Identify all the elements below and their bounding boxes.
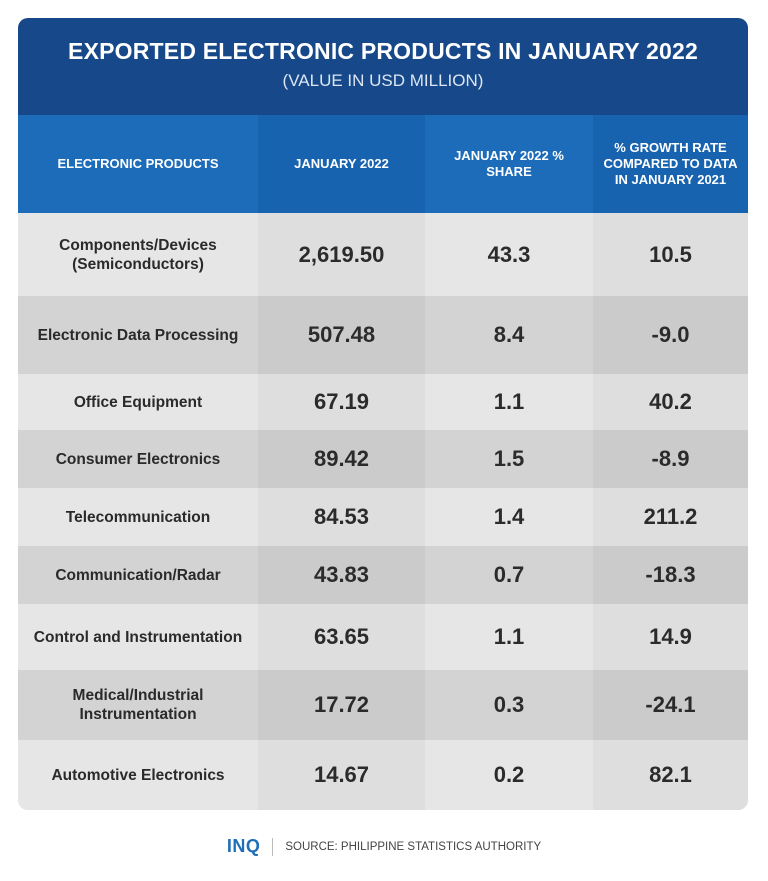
value-cell: 14.9 [593, 604, 748, 670]
title-band: EXPORTED ELECTRONIC PRODUCTS IN JANUARY … [18, 18, 748, 115]
footer: INQ SOURCE: PHILIPPINE STATISTICS AUTHOR… [0, 836, 768, 857]
table-row: Control and Instrumentation 63.65 1.1 14.9 [18, 604, 748, 670]
value-cell: 89.42 [258, 430, 425, 488]
inq-logo: INQ [226, 836, 261, 856]
table-row: Telecommunication 84.53 1.4 211.2 [18, 488, 748, 546]
value-cell: 0.2 [425, 740, 593, 810]
source-note: SOURCE: PHILIPPINE STATISTICS AUTHORITY [285, 840, 542, 853]
value-cell: 67.19 [258, 374, 425, 430]
value-cell: -18.3 [593, 546, 748, 604]
product-name-cell: Automotive Electronics [18, 740, 258, 810]
value-cell: 14.67 [258, 740, 425, 810]
chart-subtitle: (VALUE IN USD MILLION) [282, 71, 484, 90]
table-row: Electronic Data Processing 507.48 8.4 -9.0 [18, 296, 748, 374]
value-cell: 8.4 [425, 296, 593, 374]
value-cell: 1.5 [425, 430, 593, 488]
column-header: JANUARY 2022 [258, 115, 425, 213]
product-name-cell: Medical/Industrial Instrumentation [18, 670, 258, 740]
value-cell: -8.9 [593, 430, 748, 488]
product-name-cell: Consumer Electronics [18, 430, 258, 488]
product-name-cell: Electronic Data Processing [18, 296, 258, 374]
table-row: Components/Devices (Semiconductors) 2,619… [18, 213, 748, 296]
value-cell: -9.0 [593, 296, 748, 374]
product-name-cell: Office Equipment [18, 374, 258, 430]
value-cell: 0.3 [425, 670, 593, 740]
value-cell: 17.72 [258, 670, 425, 740]
table-row: Office Equipment 67.19 1.1 40.2 [18, 374, 748, 430]
value-cell: 2,619.50 [258, 213, 425, 296]
chart-title: EXPORTED ELECTRONIC PRODUCTS IN JANUARY … [68, 38, 698, 64]
table-row: Automotive Electronics 14.67 0.2 82.1 [18, 740, 748, 810]
value-cell: 40.2 [593, 374, 748, 430]
divider [272, 837, 274, 856]
column-header: % GROWTH RATE COMPARED TO DATA IN JANUAR… [593, 115, 748, 213]
value-cell: 0.7 [425, 546, 593, 604]
value-cell: 211.2 [593, 488, 748, 546]
table-row: Consumer Electronics 89.42 1.5 -8.9 [18, 430, 748, 488]
product-name-cell: Control and Instrumentation [18, 604, 258, 670]
header-row: ELECTRONIC PRODUCTS JANUARY 2022 JANUARY… [18, 115, 748, 213]
value-cell: -24.1 [593, 670, 748, 740]
value-cell: 1.1 [425, 604, 593, 670]
value-cell: 1.1 [425, 374, 593, 430]
column-header: ELECTRONIC PRODUCTS [18, 115, 258, 213]
product-name-cell: Components/Devices (Semiconductors) [18, 213, 258, 296]
product-name-cell: Telecommunication [18, 488, 258, 546]
table-row: Medical/Industrial Instrumentation 17.72 0… [18, 670, 748, 740]
value-cell: 43.83 [258, 546, 425, 604]
value-cell: 82.1 [593, 740, 748, 810]
product-name-cell: Communication/Radar [18, 546, 258, 604]
value-cell: 43.3 [425, 213, 593, 296]
value-cell: 1.4 [425, 488, 593, 546]
table-card: EXPORTED ELECTRONIC PRODUCTS IN JANUARY … [18, 18, 748, 810]
column-header: JANUARY 2022 % SHARE [425, 115, 593, 213]
value-cell: 84.53 [258, 488, 425, 546]
value-cell: 10.5 [593, 213, 748, 296]
table-row: Communication/Radar 43.83 0.7 -18.3 [18, 546, 748, 604]
data-table: ELECTRONIC PRODUCTS JANUARY 2022 JANUARY… [18, 115, 748, 810]
value-cell: 63.65 [258, 604, 425, 670]
value-cell: 507.48 [258, 296, 425, 374]
